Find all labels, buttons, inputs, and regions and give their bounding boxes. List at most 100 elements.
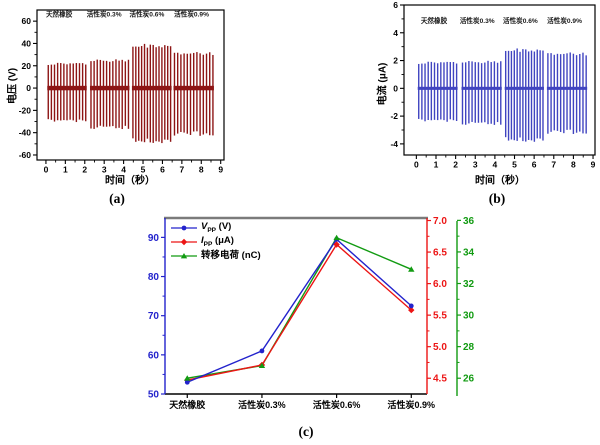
- legend-label: IPP (μA): [201, 234, 234, 248]
- baseline-band: [47, 85, 87, 91]
- x-tick-label: 9: [218, 165, 223, 175]
- series-line-1: [186, 238, 412, 383]
- panel-c-chart: 50 60 70 80 90 4.5 5.0 5.5 6.0 6.5 7.0 26 28 30 32 34 36…: [148, 216, 475, 410]
- legend-marker: [180, 253, 188, 259]
- group-annotation: 天然橡胶: [421, 16, 448, 25]
- data-point-marker-series-3: [184, 375, 191, 381]
- x-tick-label: 0: [414, 160, 419, 170]
- plot-border: [403, 4, 596, 156]
- second-right-axis-tick-label: 32: [463, 279, 475, 290]
- y-axis: -4 -2 0 2 4 6: [390, 0, 404, 149]
- y-tick-label: 4: [393, 28, 398, 38]
- spike-group-3: [504, 48, 544, 142]
- panel-a-x-axis-title: 时间（秒）: [105, 175, 155, 187]
- second-right-axis-tick-label: 28: [463, 342, 475, 353]
- second-right-axis-tick-label: 36: [463, 216, 475, 227]
- spike-group-1: [417, 61, 458, 122]
- baseline-band: [173, 85, 214, 91]
- second-right-axis-tick-label: 30: [463, 311, 475, 322]
- panel-b-x-axis-title: 时间（秒）: [475, 175, 525, 187]
- y-tick-label: -2: [390, 111, 398, 121]
- panel-b-chart: 0 1 2 3 4 5 6 7 8 9 -4 -2 0 2 4 6 天然橡胶 活性炭0.3% 活性炭0.6% 活性炭0…: [390, 0, 595, 170]
- legend-marker-icon: [171, 225, 197, 231]
- data-point-marker-series-2: [408, 306, 415, 314]
- left-axis-tick-label: 50: [148, 390, 160, 401]
- legend-marker: [180, 238, 188, 246]
- baseline-band: [546, 86, 588, 90]
- x-tick-label: 9: [591, 160, 596, 170]
- x-tick-label: 3: [473, 160, 478, 170]
- panel-c-legend: VPP (V) IPP (μA) 转移电荷 (nC): [170, 221, 261, 263]
- right-axis-tick-label: 7.0: [433, 216, 447, 227]
- left-axis-tick-label: 80: [148, 272, 160, 283]
- x-tick-label: 8: [571, 160, 576, 170]
- data-point-marker-series-1: [408, 303, 414, 309]
- y-tick-label: -4: [390, 139, 398, 149]
- x-tick-label: 5: [141, 165, 146, 175]
- x-tick-label: 4: [121, 165, 126, 175]
- data-point-marker-series-1: [259, 348, 265, 354]
- y-tick-label: -60: [19, 150, 32, 160]
- plot-border: [36, 9, 225, 161]
- panel-b-y-axis-title: 电流 (μA): [377, 62, 389, 106]
- x-tick-label: 8: [199, 165, 204, 175]
- category-label: 活性炭0.3%: [238, 399, 286, 410]
- spike-group-4: [546, 52, 588, 134]
- baseline-band: [89, 85, 130, 91]
- group-annotation: 活性炭0.3%: [87, 9, 122, 18]
- spike-group-2: [89, 59, 130, 130]
- x-tick-label: 7: [551, 160, 556, 170]
- group-annotation: 活性炭0.6%: [130, 9, 165, 18]
- left-axis-tick-label: 90: [148, 233, 160, 244]
- series-line-2: [187, 243, 412, 381]
- right-axis-tick-label: 6.5: [433, 248, 447, 259]
- y-tick-label: 20: [22, 61, 32, 71]
- y-tick-label: 6: [393, 0, 398, 10]
- x-tick-label: 1: [63, 165, 68, 175]
- left-axis-tick-label: 70: [148, 311, 160, 322]
- x-tick-label: 0: [44, 165, 49, 175]
- x-tick-label: 2: [453, 160, 458, 170]
- legend-marker-icon: [171, 238, 197, 246]
- group-annotation: 活性炭0.6%: [503, 16, 538, 25]
- legend-marker-icon: [171, 253, 197, 259]
- y-tick-label: -20: [19, 105, 32, 115]
- category-label: 天然橡胶: [169, 399, 205, 410]
- x-tick-label: 6: [532, 160, 537, 170]
- group-annotation: 活性炭0.9%: [547, 16, 582, 25]
- legend-label: 转移电荷 (nC): [201, 250, 261, 262]
- y-tick-label: 0: [393, 83, 398, 93]
- right-axis-tick-label: 4.5: [433, 374, 447, 385]
- group-annotation: 活性炭0.3%: [460, 16, 495, 25]
- spike-group-2: [461, 60, 502, 125]
- x-axis: 0 1 2 3 4 5 6 7 8 9: [414, 155, 596, 170]
- panel-c-caption: (c): [298, 424, 314, 439]
- x-tick-label: 2: [82, 165, 87, 175]
- x-tick-label: 1: [434, 160, 439, 170]
- y-tick-label: 2: [393, 56, 398, 66]
- x-tick-label: 7: [179, 165, 184, 175]
- data-point-marker-series-1: [184, 379, 190, 385]
- legend-item-3: 转移电荷 (nC): [170, 249, 261, 263]
- panel-a-y-axis-title: 电压 (V): [7, 67, 19, 105]
- y-tick-label: -40: [19, 128, 32, 138]
- y-tick-label: 60: [22, 16, 32, 26]
- legend-label: VPP (V): [201, 220, 232, 234]
- legend-item-2: IPP (μA): [170, 235, 261, 249]
- right-axis-tick-label: 6.0: [433, 279, 447, 290]
- x-tick-label: 3: [102, 165, 107, 175]
- panel-a-caption: (a): [109, 191, 125, 206]
- y-tick-label: 40: [22, 38, 32, 48]
- baseline-band: [504, 86, 544, 90]
- spike-group-1: [47, 62, 87, 123]
- data-point-marker-series-3: [258, 362, 266, 368]
- right-axis-tick-label: 5.5: [433, 311, 447, 322]
- second-right-axis-tick-label: 26: [463, 374, 475, 385]
- x-tick-label: 6: [160, 165, 165, 175]
- panel-b-caption: (b): [488, 191, 506, 206]
- data-point-marker-series-2: [333, 241, 340, 248]
- x-tick-label: 4: [493, 160, 498, 170]
- spike-group-4: [173, 52, 214, 136]
